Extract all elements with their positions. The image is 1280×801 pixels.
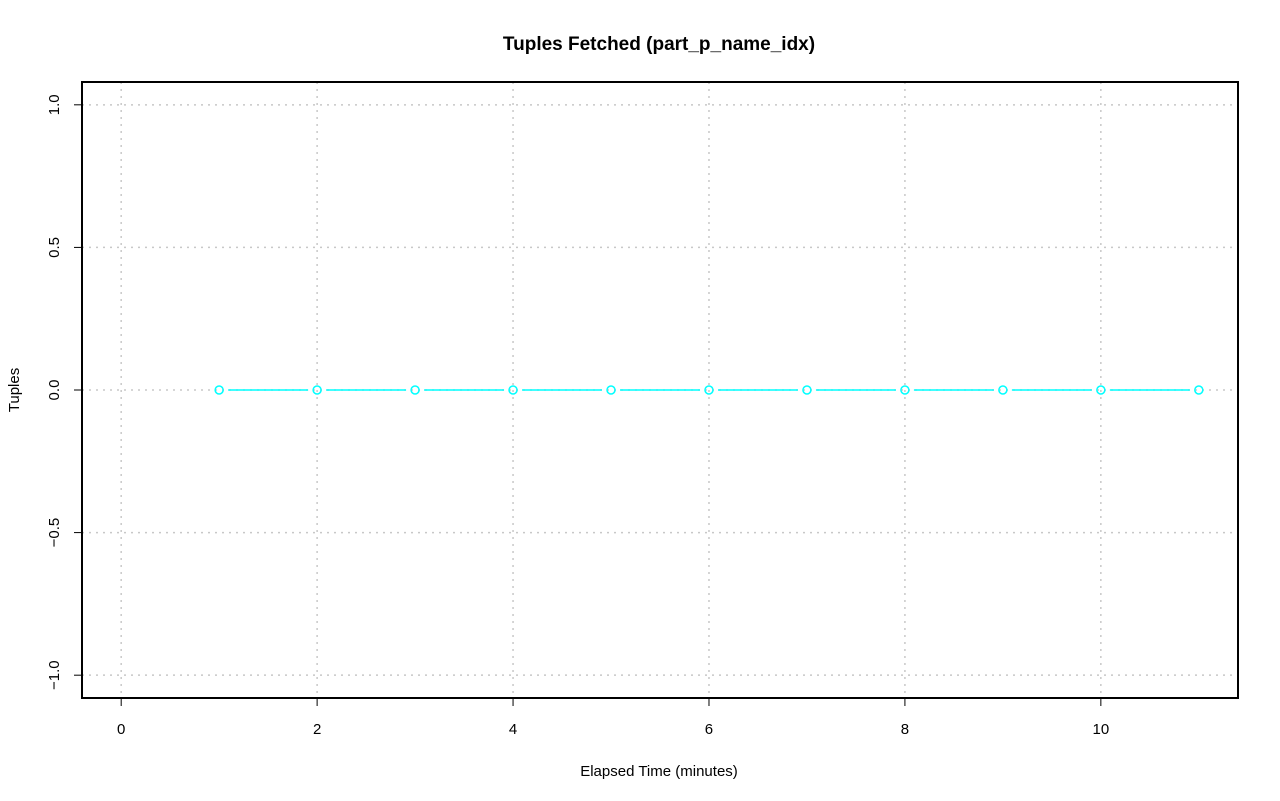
y-tick-label: −0.5 xyxy=(46,518,63,548)
x-tick-label: 0 xyxy=(117,721,125,738)
data-point xyxy=(312,385,322,395)
data-point xyxy=(508,385,518,395)
data-point xyxy=(900,385,910,395)
y-tick-label: 0.5 xyxy=(46,237,63,258)
data-point xyxy=(998,385,1008,395)
data-point xyxy=(410,385,420,395)
data-point xyxy=(802,385,812,395)
x-tick-label: 6 xyxy=(705,721,713,738)
data-point xyxy=(1194,385,1204,395)
y-tick-label: −1.0 xyxy=(46,660,63,690)
x-tick-label: 8 xyxy=(901,721,909,738)
data-point xyxy=(704,385,714,395)
data-point xyxy=(214,385,224,395)
data-point xyxy=(606,385,616,395)
ticks: 0 2 4 6 8 10 −1.0 −0.5 0.0 0.5 1.0 xyxy=(46,94,1109,738)
x-tick-label: 10 xyxy=(1093,721,1110,738)
y-tick-label: 1.0 xyxy=(46,94,63,115)
plot-frame xyxy=(81,81,1239,699)
y-axis-label: Tuples xyxy=(6,368,23,412)
chart-title: Tuples Fetched (part_p_name_idx) xyxy=(503,34,815,55)
x-tick-label: 4 xyxy=(509,721,517,738)
series xyxy=(214,385,1204,395)
x-axis-label: Elapsed Time (minutes) xyxy=(580,763,738,780)
y-tick-label: 0.0 xyxy=(46,380,63,401)
x-tick-label: 2 xyxy=(313,721,321,738)
data-point xyxy=(1096,385,1106,395)
grid xyxy=(82,82,1238,698)
